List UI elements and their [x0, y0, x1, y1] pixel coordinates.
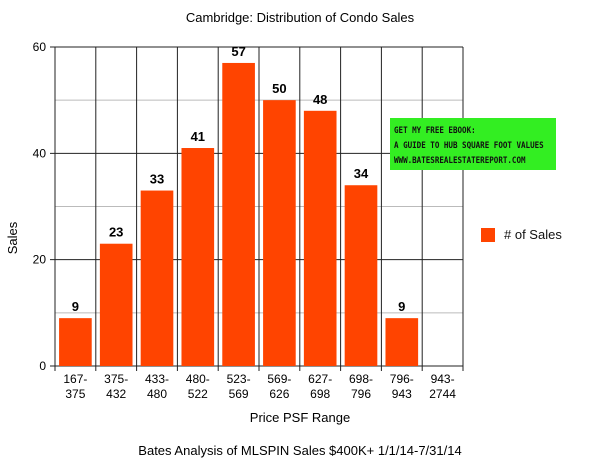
- x-tick-label: 433-: [145, 372, 169, 386]
- x-tick-label: 569: [229, 387, 249, 401]
- ebook-promo-banner[interactable]: GET MY FREE EBOOK: A GUIDE TO HUB SQUARE…: [390, 118, 556, 170]
- bar: [263, 100, 296, 367]
- bar: [99, 243, 133, 366]
- x-tick-label: 626: [269, 387, 289, 401]
- bar: [385, 318, 419, 366]
- data-label: 23: [109, 225, 123, 240]
- promo-line-3: WWW.BATESREALESTATEREPORT.COM: [394, 155, 526, 166]
- x-tick-label: 796-: [390, 372, 414, 386]
- data-label: 41: [191, 129, 205, 144]
- legend-swatch: [481, 227, 495, 242]
- x-tick-label: 522: [188, 387, 208, 401]
- footnote: Bates Analysis of MLSPIN Sales $400K+ 1/…: [138, 443, 461, 458]
- data-label: 34: [354, 166, 369, 181]
- y-tick-label: 20: [33, 253, 47, 267]
- x-tick-label: 796: [351, 387, 371, 401]
- bar: [140, 190, 174, 366]
- x-tick-label: 375-: [104, 372, 128, 386]
- x-tick-label: 943: [392, 387, 412, 401]
- y-axis-title: Sales: [5, 221, 20, 254]
- x-tick-label: 698: [310, 387, 330, 401]
- y-tick-label: 0: [39, 359, 46, 373]
- legend-label: # of Sales: [504, 227, 562, 242]
- promo-line-1: GET MY FREE EBOOK:: [394, 125, 476, 136]
- y-tick-label: 40: [33, 146, 47, 160]
- data-label: 9: [398, 299, 405, 314]
- bar: [181, 148, 215, 366]
- x-tick-label: 167-: [63, 372, 87, 386]
- bar: [59, 318, 92, 366]
- bar: [303, 110, 337, 366]
- x-tick-label: 698-: [349, 372, 373, 386]
- legend: # of Sales: [481, 227, 562, 242]
- data-label: 50: [272, 81, 286, 96]
- promo-line-2: A GUIDE TO HUB SQUARE FOOT VALUES: [394, 140, 544, 151]
- x-axis-title: Price PSF Range: [250, 410, 350, 425]
- bar: [344, 185, 378, 366]
- plot-area: 02040609167-37523375-43233433-48041480-5…: [33, 40, 464, 401]
- x-tick-label: 627-: [308, 372, 332, 386]
- x-tick-label: 569-: [267, 372, 291, 386]
- x-tick-label: 523-: [227, 372, 251, 386]
- data-label: 48: [313, 92, 327, 107]
- y-tick-label: 60: [33, 40, 47, 54]
- x-tick-label: 432: [106, 387, 126, 401]
- data-label: 57: [231, 44, 245, 59]
- data-label: 9: [72, 299, 79, 314]
- chart-title: Cambridge: Distribution of Condo Sales: [186, 10, 415, 25]
- x-tick-label: 2744: [429, 387, 456, 401]
- data-label: 33: [150, 172, 164, 187]
- bar: [222, 62, 255, 366]
- x-tick-label: 480: [147, 387, 167, 401]
- x-tick-label: 943-: [431, 372, 455, 386]
- x-tick-label: 480-: [186, 372, 210, 386]
- x-tick-label: 375: [65, 387, 85, 401]
